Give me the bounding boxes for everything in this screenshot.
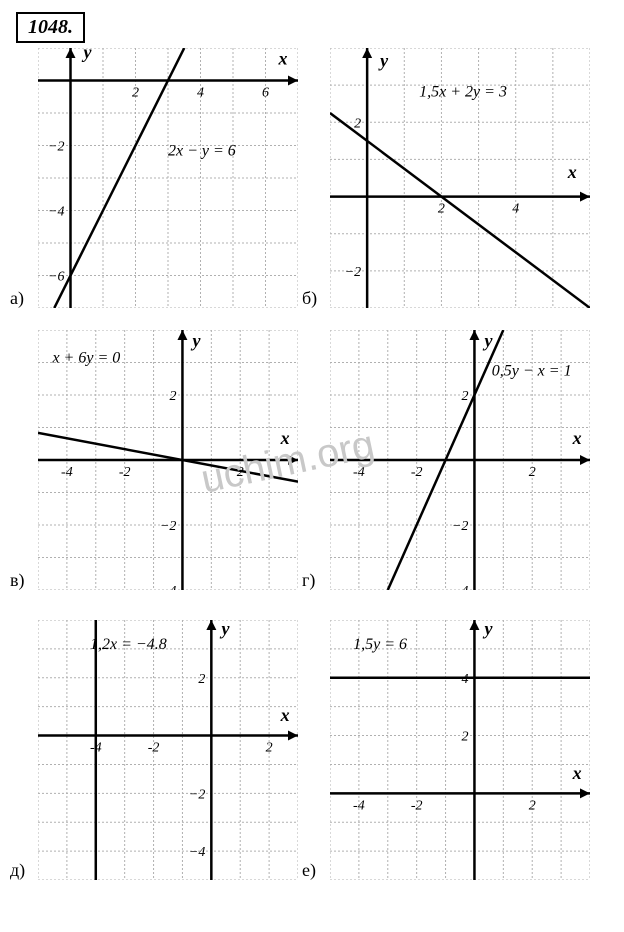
problem-number-text: 1048.: [28, 16, 73, 38]
svg-text:-2: -2: [411, 465, 423, 480]
svg-text:−4: −4: [160, 584, 176, 590]
svg-text:−4: −4: [189, 845, 205, 860]
svg-text:−2: −2: [345, 265, 361, 280]
svg-text:2: 2: [354, 116, 361, 131]
svg-text:2: 2: [529, 465, 536, 480]
svg-text:4: 4: [197, 86, 204, 101]
function-line: [54, 48, 184, 308]
svg-text:2: 2: [461, 730, 468, 745]
chart-d: д)-4-22−22−4xy1,2x = −4.8: [38, 620, 298, 885]
svg-text:−4: −4: [48, 205, 64, 220]
svg-text:−2: −2: [48, 140, 64, 155]
svg-text:6: 6: [262, 86, 269, 101]
chart-svg: -4 -2 2 2 4 x y 1,5y = 6: [330, 620, 590, 880]
svg-text:2: 2: [438, 202, 445, 217]
svg-text:−2: −2: [160, 519, 176, 534]
chart-v: в)-4-22−22−4xyx + 6y = 0: [38, 330, 298, 595]
svg-text:x: x: [567, 162, 577, 182]
svg-text:x: x: [280, 428, 290, 448]
chart-label: в): [10, 570, 25, 591]
svg-text:−2: −2: [452, 519, 468, 534]
svg-text:2: 2: [198, 672, 205, 687]
svg-text:4: 4: [461, 672, 468, 687]
chart-svg: -4 -2 2 −2 2 −4 x y 0,5y − x = 1: [330, 330, 590, 590]
svg-text:y: y: [483, 330, 494, 350]
chart-label: д): [10, 860, 25, 881]
chart-label: е): [302, 860, 316, 881]
svg-text:-2: -2: [119, 465, 131, 480]
chart-label: г): [302, 570, 315, 591]
page: 1048. а) 2 4 6 −2 −4 −6 x y 2x − y = 6 б) 2 4 −2 2 x y 1,…: [0, 0, 624, 932]
equation-text: x + 6y = 0: [51, 350, 120, 367]
equation-text: 0,5y − x = 1: [492, 363, 572, 380]
chart-svg: -4-22−22−4xy1,2x = −4.8: [38, 620, 298, 880]
svg-text:−4: −4: [452, 584, 468, 590]
svg-text:-4: -4: [353, 798, 365, 813]
chart-label: б): [302, 288, 317, 309]
svg-text:-2: -2: [148, 741, 160, 756]
chart-e: е)-4-2224xy1,5y = 6: [330, 620, 590, 885]
svg-text:−2: −2: [189, 787, 205, 802]
equation-text: 1,5x + 2y = 3: [419, 83, 507, 100]
svg-text:4: 4: [512, 202, 519, 217]
svg-text:x: x: [278, 48, 288, 68]
chart-g: г)-4-22−22−4xy0,5y − x = 1: [330, 330, 590, 595]
equation-text: 1,2x = −4.8: [90, 636, 167, 653]
svg-text:-4: -4: [353, 465, 365, 480]
svg-text:x: x: [280, 705, 290, 725]
problem-number-box: 1048.: [16, 12, 85, 43]
svg-text:2: 2: [132, 86, 139, 101]
svg-text:y: y: [483, 620, 494, 638]
svg-text:2: 2: [461, 389, 468, 404]
svg-text:−6: −6: [48, 270, 64, 285]
equation-text: 2x − y = 6: [168, 142, 236, 159]
chart-svg: 2 4 −2 2 x y 1,5x + 2y = 3: [330, 48, 590, 308]
svg-text:y: y: [219, 620, 230, 638]
chart-svg: -4-22−22−4xyx + 6y = 0: [38, 330, 298, 590]
svg-text:-4: -4: [61, 465, 73, 480]
svg-text:y: y: [191, 330, 202, 350]
svg-text:2: 2: [266, 741, 273, 756]
chart-label: а): [10, 288, 24, 309]
svg-text:y: y: [378, 51, 389, 71]
svg-text:-2: -2: [411, 798, 423, 813]
function-line: [330, 113, 590, 308]
chart-a: а)246−2−4−6xy2x − y = 6: [38, 48, 298, 313]
chart-svg: 2 4 6 −2 −4 −6 x y 2x − y = 6: [38, 48, 298, 308]
equation-text: 1,5y = 6: [353, 636, 407, 653]
svg-text:x: x: [572, 763, 582, 783]
svg-text:y: y: [82, 48, 93, 62]
svg-text:2: 2: [169, 389, 176, 404]
chart-b: б)24−22xy1,5x + 2y = 3: [330, 48, 590, 313]
svg-text:2: 2: [529, 798, 536, 813]
svg-text:x: x: [572, 428, 582, 448]
function-line: [38, 433, 298, 482]
